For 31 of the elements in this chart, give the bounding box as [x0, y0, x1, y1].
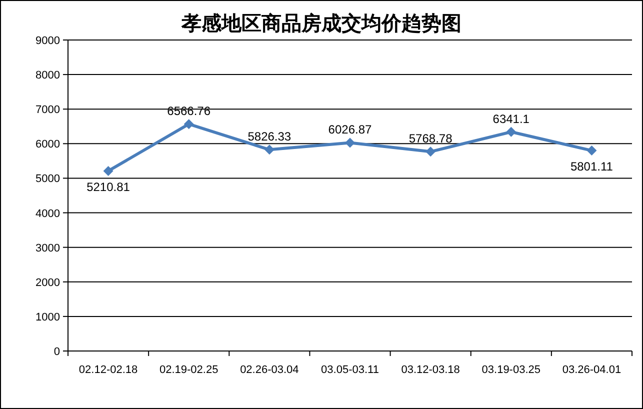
point	[345, 138, 355, 148]
data-label: 5210.81	[86, 180, 130, 194]
y-tick-label: 6000	[36, 138, 60, 151]
data-label: 6026.87	[328, 122, 372, 137]
x-tick-label: 02.12-02.18	[78, 364, 138, 376]
chart-title: 孝感地区商品房成交均价趋势图	[180, 12, 462, 35]
y-tick-label: 8000	[36, 70, 60, 82]
x-tick-label: 03.19-03.25	[482, 364, 540, 376]
data-label: 6341.1	[492, 112, 530, 126]
point	[586, 146, 597, 156]
y-tick-label: 3000	[36, 242, 60, 254]
y-tick-label: 7000	[36, 104, 60, 116]
y-tick-label: 4000	[36, 208, 60, 220]
point	[506, 126, 516, 137]
y-tick-label: 0	[54, 346, 60, 358]
data-label: 5801.11	[570, 160, 614, 174]
x-tick-label: 02.26-03.04	[240, 364, 299, 376]
y-tick-label: 2000	[36, 276, 60, 289]
point	[426, 146, 436, 157]
y-tick-label: 9000	[36, 35, 60, 47]
data-label: 5826.33	[248, 130, 292, 144]
data-label: 5768.78	[408, 132, 453, 146]
x-tick-label: 03.12-03.18	[401, 364, 460, 376]
y-tick-label: 1000	[36, 311, 60, 324]
point	[103, 166, 114, 176]
x-tick-label: 02.19-02.25	[160, 364, 218, 376]
x-tick-label: 03.26-04.01	[562, 364, 622, 376]
y-tick-label: 5000	[36, 173, 60, 186]
point	[184, 119, 194, 130]
point	[264, 144, 274, 155]
x-tick-label: 03.05-03.11	[321, 364, 379, 376]
